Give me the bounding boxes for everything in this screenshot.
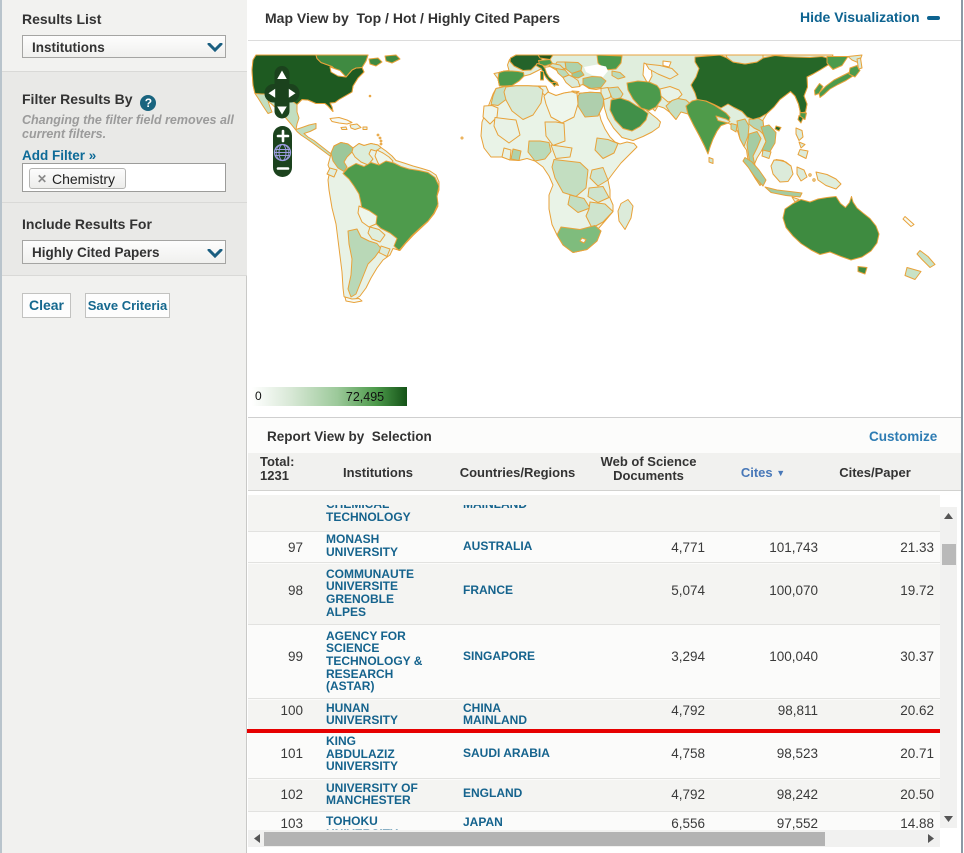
- svg-text:0: 0: [255, 389, 262, 403]
- svg-text:72,495: 72,495: [346, 390, 384, 404]
